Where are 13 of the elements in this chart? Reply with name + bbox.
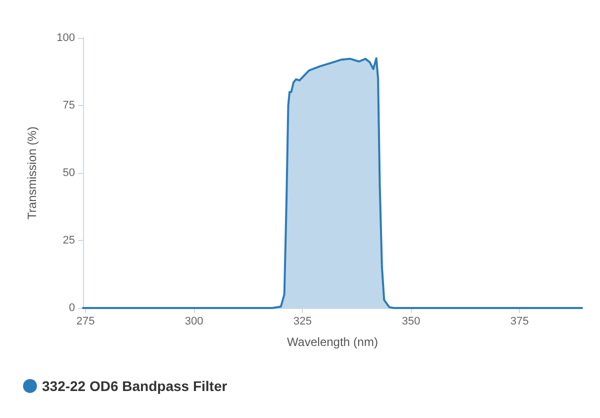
x-tick-label: 300 xyxy=(184,316,204,328)
x-tick-label: 375 xyxy=(510,316,529,328)
y-tick-label: 50 xyxy=(62,167,75,179)
x-tick-label: 325 xyxy=(293,316,312,328)
x-tick-label: 275 xyxy=(76,316,95,328)
y-tick-label: 25 xyxy=(62,234,75,246)
y-axis-title: Transmission (%) xyxy=(25,126,39,220)
y-tick-label: 0 xyxy=(68,302,75,314)
y-tick-label: 100 xyxy=(56,32,75,44)
x-tick-label: 350 xyxy=(402,316,420,328)
y-tick-label: 75 xyxy=(62,100,75,112)
x-axis-title: Wavelength (nm) xyxy=(287,335,378,349)
legend-label: 332-22 OD6 Bandpass Filter xyxy=(42,378,228,394)
